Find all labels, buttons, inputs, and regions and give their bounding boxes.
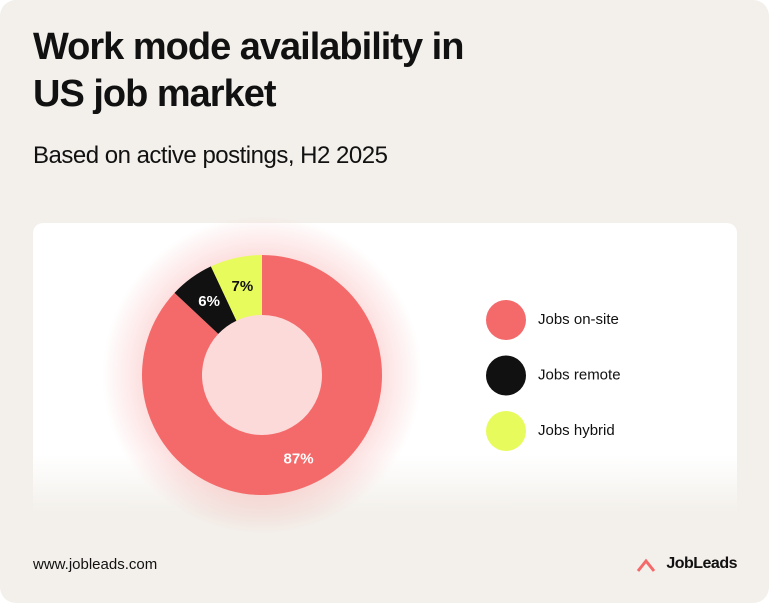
legend-swatch bbox=[486, 300, 526, 340]
legend-label: Jobs on-site bbox=[538, 311, 619, 328]
value-label: 6% bbox=[198, 293, 220, 310]
footer-brand: JobLeads bbox=[666, 555, 737, 572]
donut-slice bbox=[174, 266, 237, 334]
value-label: 7% bbox=[232, 278, 254, 295]
chart-title: Work mode availability in US job market bbox=[33, 26, 464, 115]
legend-label: Jobs remote bbox=[538, 366, 621, 383]
legend-swatch bbox=[486, 411, 526, 451]
donut-slice bbox=[210, 255, 262, 321]
donut-slice bbox=[142, 255, 383, 495]
legend-label: Jobs hybrid bbox=[538, 422, 615, 439]
brand-icon bbox=[637, 558, 655, 572]
legend-swatch bbox=[486, 355, 526, 396]
chart-subtitle: Based on active postings, H2 2025 bbox=[33, 142, 388, 169]
footer-url: www.jobleads.com bbox=[33, 556, 158, 573]
value-label: 87% bbox=[284, 450, 314, 467]
